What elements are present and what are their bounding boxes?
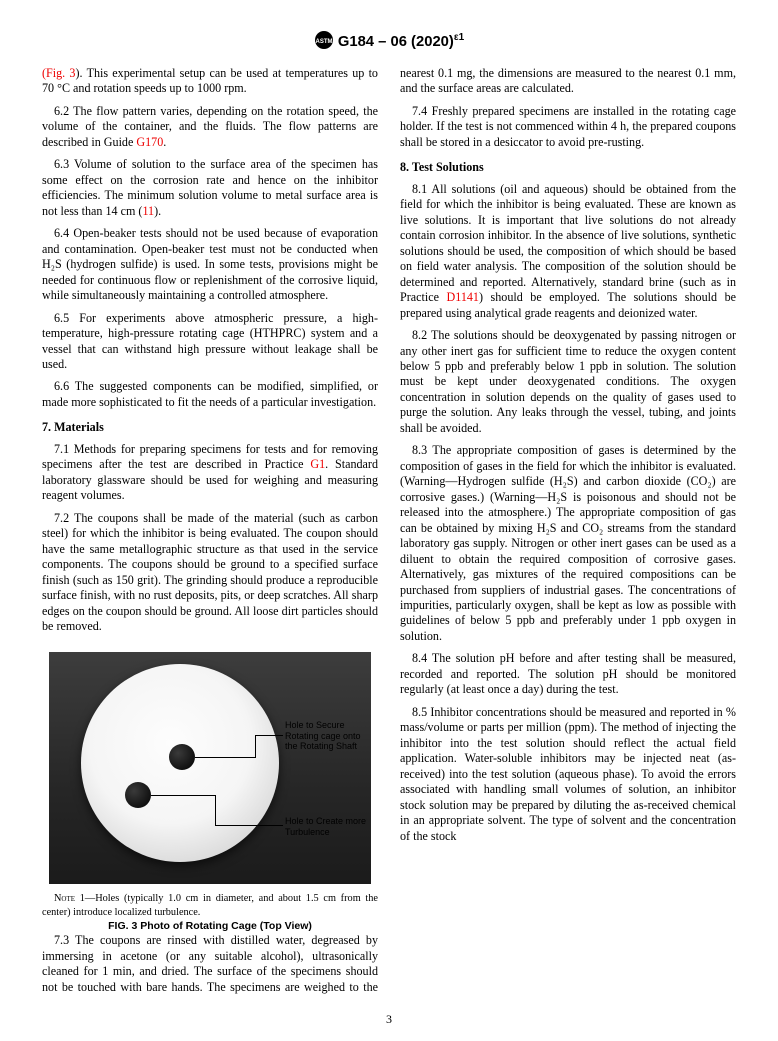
g170-link[interactable]: G170 (136, 135, 163, 149)
svg-text:ASTM: ASTM (315, 39, 332, 45)
epsilon-text: ε1 (454, 32, 464, 43)
designation-text: G184 – 06 (2020) (338, 34, 454, 50)
figure-3-block: Hole to Secure Rotating cage onto the Ro… (42, 652, 378, 933)
astm-logo-icon: ASTM (314, 30, 334, 54)
d1141-link[interactable]: D1141 (446, 290, 478, 304)
leader-line (255, 735, 256, 758)
ref-11-link[interactable]: 11 (142, 204, 154, 218)
figure-3-note: Note 1—Holes (typically 1.0 cm in diamet… (42, 892, 378, 918)
para-7-2: 7.2 The coupons shall be made of the mat… (42, 511, 378, 635)
para-8-3: 8.3 The appropriate composition of gases… (400, 443, 736, 644)
para-6-2: 6.2 The flow pattern varies, depending o… (42, 104, 378, 150)
para-6-5: 6.5 For experiments above atmospheric pr… (42, 311, 378, 373)
para-7-4: 7.4 Freshly prepared specimens are insta… (400, 104, 736, 150)
note-label: Note (54, 893, 75, 904)
page-header: ASTM G184 – 06 (2020)ε1 (42, 30, 736, 54)
page-number: 3 (0, 1012, 778, 1027)
section-7-heading: 7. Materials (42, 420, 378, 435)
leader-line (255, 735, 283, 736)
para-8-2: 8.2 The solutions should be deoxygenated… (400, 328, 736, 436)
leader-line (151, 795, 215, 796)
leader-line (215, 825, 283, 826)
para-6-1-cont: (Fig. 3). This experimental setup can be… (42, 66, 378, 97)
section-8-heading: 8. Test Solutions (400, 160, 736, 175)
para-7-1: 7.1 Methods for preparing specimens for … (42, 442, 378, 504)
para-6-1-text: ). This experimental setup can be used a… (42, 66, 378, 95)
page: ASTM G184 – 06 (2020)ε1 (Fig. 3). This e… (0, 0, 778, 1041)
para-8-5: 8.5 Inhibitor concentrations should be m… (400, 705, 736, 844)
leader-line (215, 795, 216, 825)
body-columns: (Fig. 3). This experimental setup can be… (42, 66, 736, 1012)
para-8-4: 8.4 The solution pH before and after tes… (400, 651, 736, 697)
fig3-link[interactable]: (Fig. 3 (42, 66, 75, 80)
figure-3-caption: FIG. 3 Photo of Rotating Cage (Top View) (42, 920, 378, 933)
para-6-4: 6.4 Open-beaker tests should not be used… (42, 226, 378, 303)
callout-shaft-hole: Hole to Secure Rotating cage onto the Ro… (285, 720, 371, 751)
leader-line (195, 757, 255, 758)
figure-3-photo: Hole to Secure Rotating cage onto the Ro… (49, 652, 371, 884)
para-6-6: 6.6 The suggested components can be modi… (42, 379, 378, 410)
g1-link[interactable]: G1 (310, 457, 325, 471)
para-6-3: 6.3 Volume of solution to the surface ar… (42, 157, 378, 219)
para-8-1: 8.1 All solutions (oil and aqueous) shou… (400, 182, 736, 321)
callout-turbulence-hole: Hole to Create more Turbulence (285, 816, 371, 837)
